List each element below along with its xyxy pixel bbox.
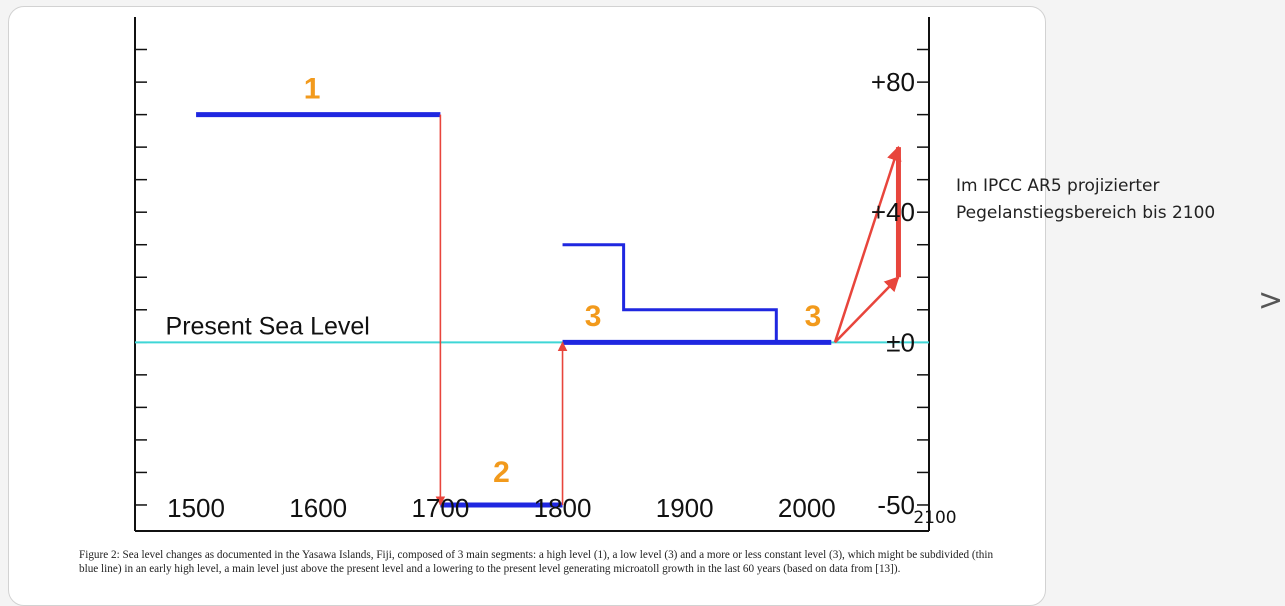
x-tick-label: 1600 <box>289 493 347 523</box>
projection-arrow-2 <box>834 276 900 344</box>
y-tick-label: +80 <box>871 67 915 97</box>
annotation-line-2: Pegelanstiegsbereich bis 2100 <box>956 203 1216 223</box>
sea-level-segment-4 <box>562 243 778 343</box>
segment-label-1: 1 <box>304 72 321 105</box>
chevron-right-icon[interactable]: > <box>1258 283 1284 318</box>
y-tick-label: +40 <box>871 197 915 227</box>
segment-label-4: 3 <box>805 300 822 333</box>
ipcc-annotation: Im IPCC AR5 projizierter Pegelanstiegsbe… <box>956 173 1285 227</box>
annotation-line-1: Im IPCC AR5 projizierter <box>956 176 1160 196</box>
x-tick-label-2100: 2100 <box>913 508 956 528</box>
present-sea-level-label: Present Sea Level <box>166 312 370 340</box>
segment-label-2: 2 <box>493 456 510 489</box>
segment-label-3: 3 <box>585 300 602 333</box>
sea-level-chart: +80 +40 ±0 -50 1500 1600 1700 1800 1900 2000 2100 P… <box>134 17 957 532</box>
x-tick-label: 1500 <box>167 493 225 523</box>
x-tick-label: 1800 <box>534 493 592 523</box>
y-tick-label: ±0 <box>886 327 915 357</box>
y-tick-label: -50 <box>877 490 915 520</box>
x-tick-label: 1700 <box>411 493 469 523</box>
figure-caption: Figure 2: Sea level changes as documente… <box>79 549 994 575</box>
projection-arrow-1 <box>833 145 902 343</box>
x-tick-label: 1900 <box>656 493 714 523</box>
figure-card: +80 +40 ±0 -50 1500 1600 1700 1800 1900 2000 2100 P… <box>8 6 1046 606</box>
x-tick-label: 2000 <box>778 493 836 523</box>
